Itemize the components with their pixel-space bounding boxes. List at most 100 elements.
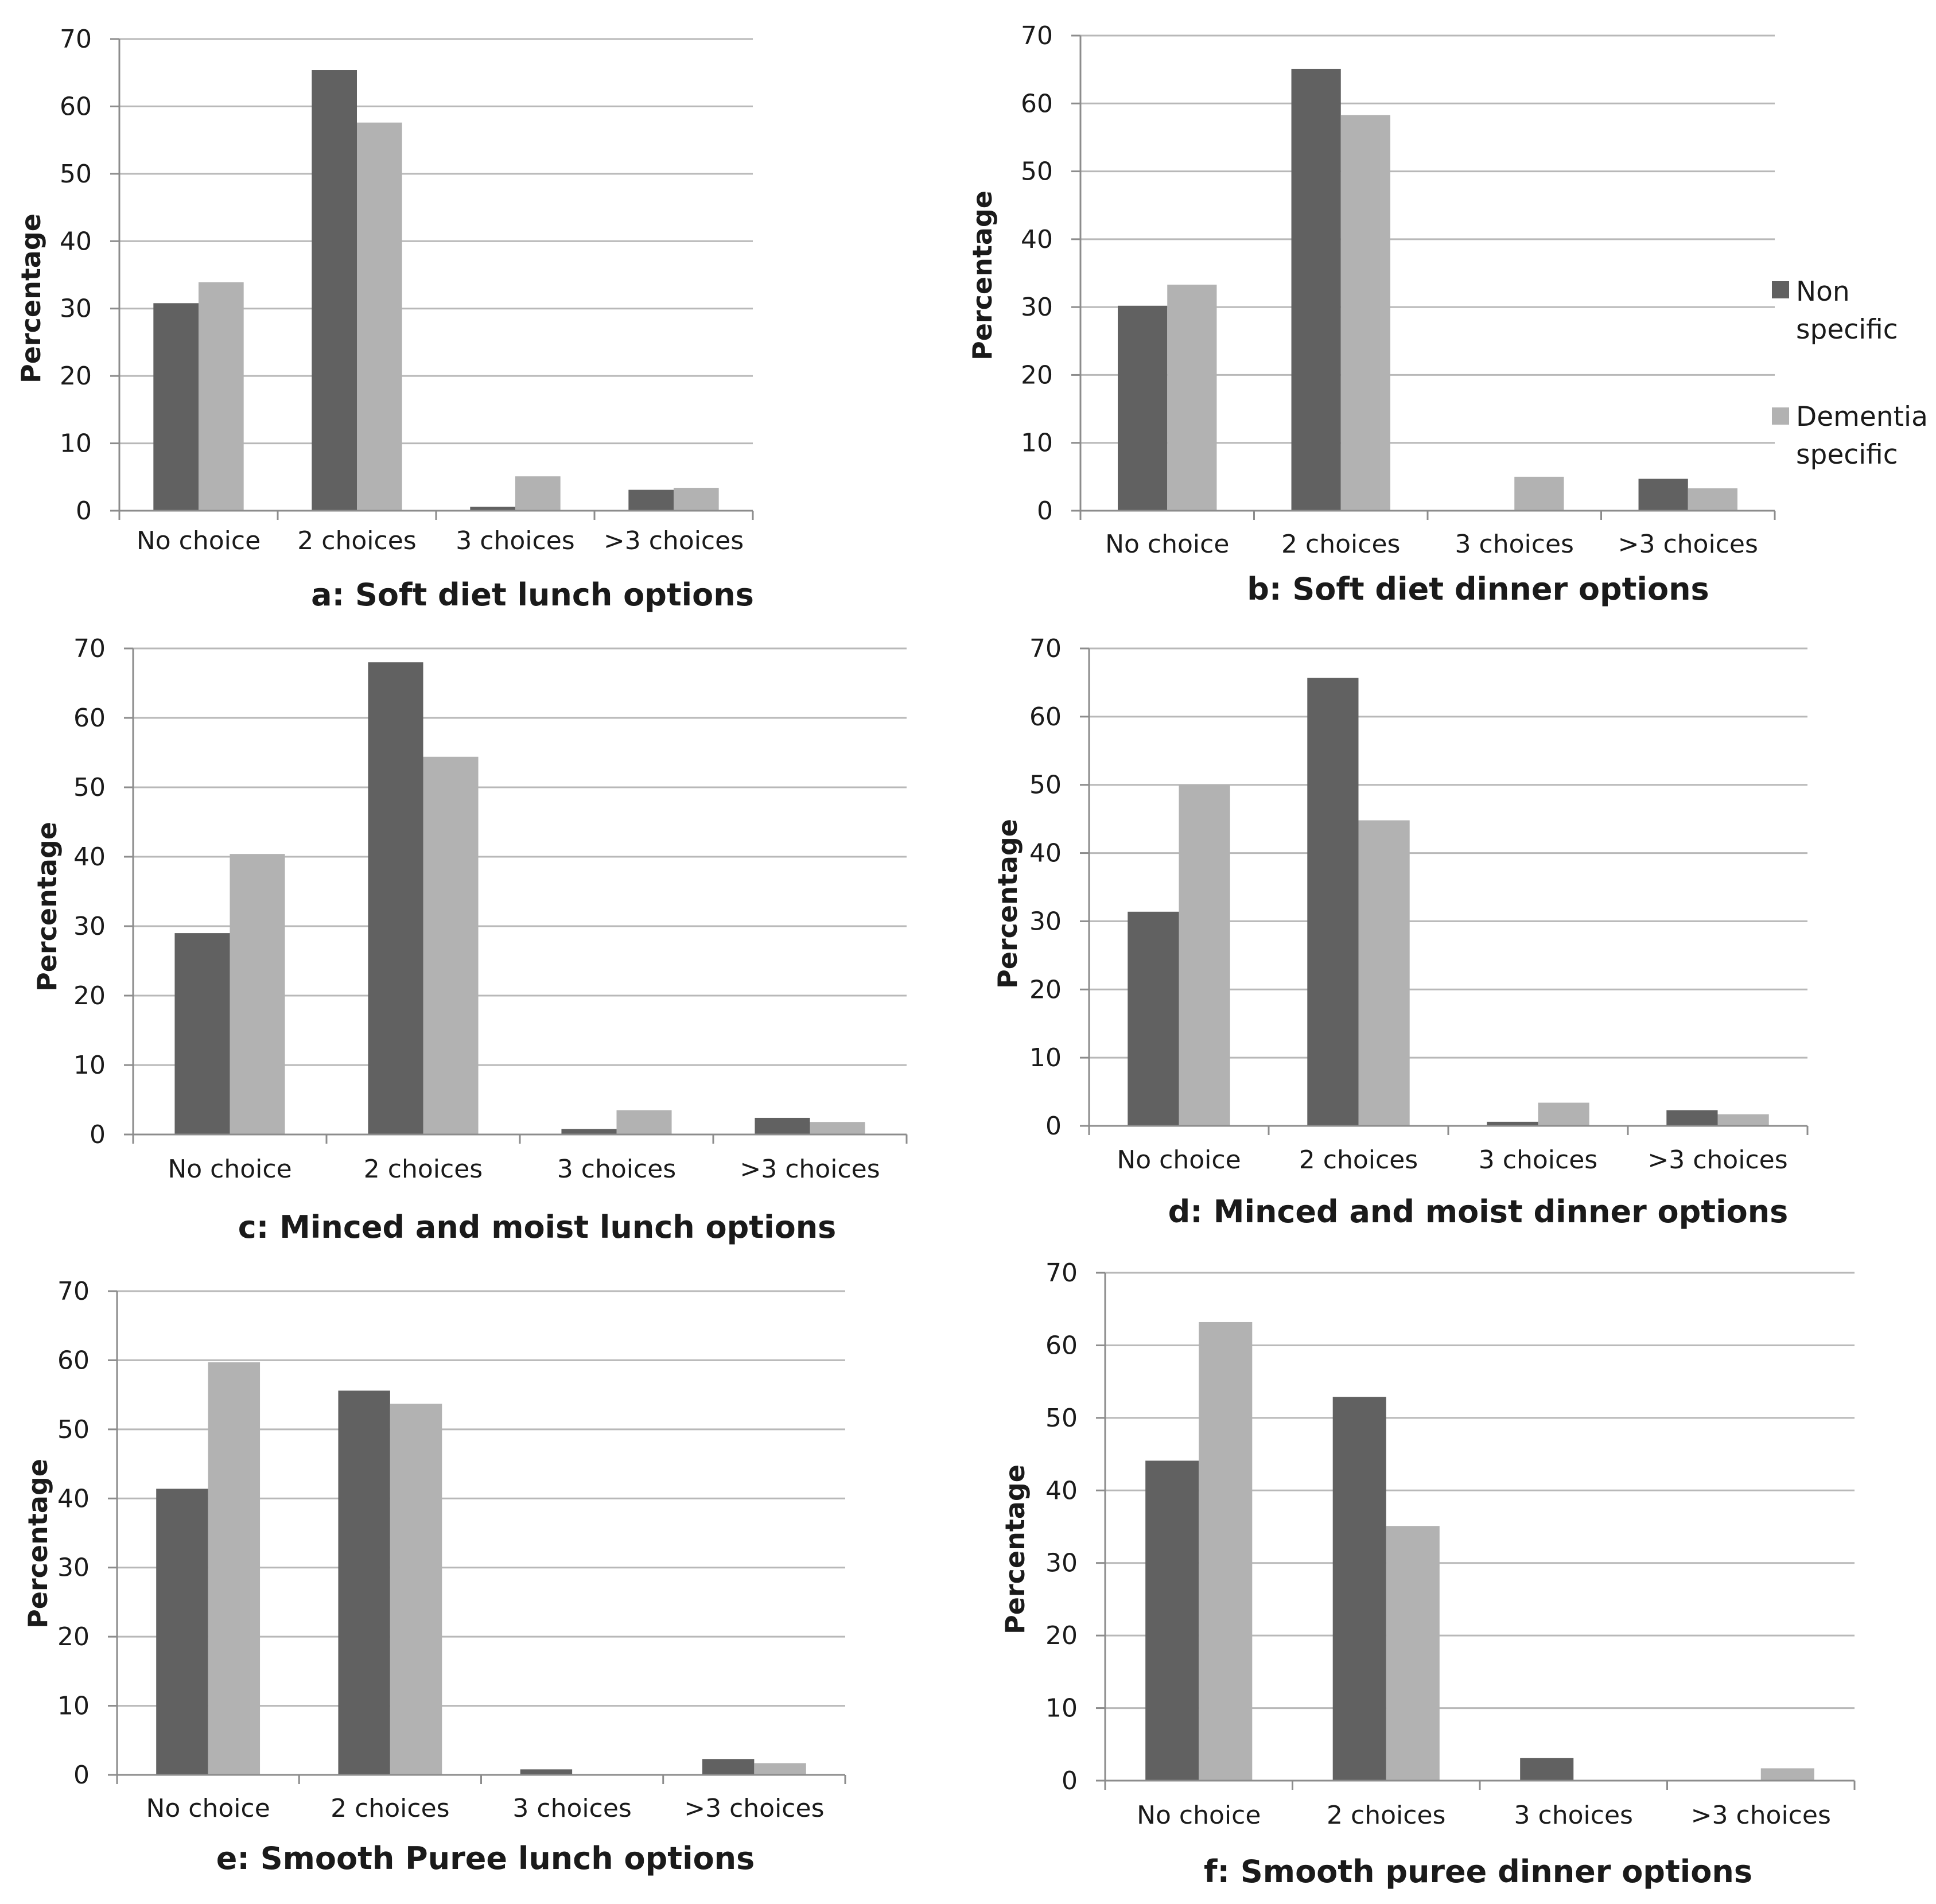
y-tick-label: 50 bbox=[1045, 1404, 1078, 1433]
bar-non-specific bbox=[338, 1390, 390, 1775]
legend-swatch-non-specific bbox=[1772, 281, 1789, 298]
bar-non-specific bbox=[1118, 305, 1168, 511]
bars bbox=[1118, 68, 1737, 511]
y-tick-label: 40 bbox=[1021, 225, 1053, 254]
x-tick-label: >3 choices bbox=[740, 1155, 880, 1184]
x-tick-label: 3 choices bbox=[557, 1155, 676, 1184]
x-tick-label: No choice bbox=[168, 1155, 291, 1184]
bar-dementia-specific bbox=[1386, 1526, 1440, 1781]
y-tick-labels: 0 10 20 30 40 50 60 70 bbox=[1029, 634, 1062, 1141]
legend-label-non-specific-line2: specific bbox=[1796, 314, 1898, 345]
bar-dementia-specific bbox=[810, 1122, 865, 1134]
bar-dementia-specific bbox=[1717, 1114, 1769, 1126]
panel-e: 0 10 20 30 40 50 60 70 No choice 2 choices 3 choi… bbox=[22, 1277, 846, 1876]
bar-dementia-specific bbox=[423, 756, 479, 1134]
y-tick-label: 60 bbox=[73, 704, 106, 733]
bar-non-specific bbox=[1487, 1121, 1538, 1126]
bar-dementia-specific bbox=[1179, 784, 1230, 1126]
y-tick-label: 60 bbox=[1045, 1331, 1078, 1360]
x-tick-label: No choice bbox=[137, 526, 261, 555]
axes bbox=[1080, 647, 1809, 1135]
y-tick-label: 0 bbox=[76, 496, 92, 526]
x-tick-labels: No choice 2 choices 3 choices >3 choices bbox=[1105, 530, 1758, 559]
bar-non-specific bbox=[702, 1759, 755, 1775]
bar-non-specific bbox=[1638, 479, 1688, 511]
bar-non-specific bbox=[312, 70, 357, 511]
legend: Non specific Dementia specific bbox=[1772, 276, 1928, 471]
y-tick-labels: 0 10 20 30 40 50 60 70 bbox=[60, 25, 92, 526]
y-tick-label: 40 bbox=[73, 842, 106, 872]
y-tick-label: 10 bbox=[60, 429, 92, 458]
x-tick-label: 3 choices bbox=[1455, 530, 1574, 559]
bars bbox=[153, 70, 719, 511]
x-tick-label: >3 choices bbox=[1647, 1145, 1787, 1175]
y-tick-labels: 0 10 20 30 40 50 60 70 bbox=[1021, 21, 1053, 526]
y-tick-labels: 0 10 20 30 40 50 60 70 bbox=[1045, 1258, 1078, 1796]
bar-dementia-specific bbox=[208, 1362, 261, 1775]
x-tick-label: 3 choices bbox=[456, 526, 574, 555]
panel-b: 0 10 20 30 40 50 60 70 No choice 2 choices 3 choi… bbox=[967, 21, 1776, 607]
y-tick-label: 30 bbox=[57, 1553, 90, 1583]
bar-non-specific bbox=[1291, 68, 1341, 511]
panel-title: b: Soft diet dinner options bbox=[1247, 571, 1709, 607]
y-tick-label: 50 bbox=[73, 773, 106, 802]
axes bbox=[108, 1290, 846, 1784]
bar-dementia-specific bbox=[1167, 285, 1217, 511]
y-tick-label: 20 bbox=[73, 981, 106, 1011]
y-tick-label: 50 bbox=[1021, 157, 1053, 186]
legend-label-dementia-specific-line2: specific bbox=[1796, 439, 1898, 471]
y-tick-label: 70 bbox=[1045, 1258, 1078, 1288]
bars bbox=[1128, 678, 1769, 1126]
bars bbox=[1145, 1322, 1814, 1781]
axes bbox=[1071, 34, 1776, 520]
axes bbox=[124, 647, 908, 1144]
panel-c: 0 10 20 30 40 50 60 70 No choice 2 choices 3 choi… bbox=[32, 634, 908, 1245]
y-tick-label: 60 bbox=[1021, 89, 1053, 118]
bar-non-specific bbox=[156, 1489, 208, 1775]
bar-dementia-specific bbox=[515, 476, 561, 511]
bar-non-specific bbox=[1520, 1758, 1574, 1781]
y-tick-label: 40 bbox=[1029, 839, 1062, 868]
bar-non-specific bbox=[1332, 1397, 1386, 1781]
y-axis-label: Percentage bbox=[15, 213, 46, 383]
x-tick-label: 3 choices bbox=[512, 1794, 631, 1823]
bar-non-specific bbox=[1145, 1460, 1199, 1781]
y-tick-label: 30 bbox=[1045, 1549, 1078, 1578]
axes bbox=[110, 38, 754, 520]
y-tick-label: 70 bbox=[57, 1277, 90, 1306]
bars bbox=[156, 1362, 806, 1775]
y-tick-label: 50 bbox=[60, 160, 92, 189]
panel-title: f: Smooth puree dinner options bbox=[1204, 1854, 1752, 1890]
bar-dementia-specific bbox=[357, 122, 402, 511]
bar-non-specific bbox=[1307, 678, 1359, 1126]
y-tick-label: 10 bbox=[57, 1692, 90, 1721]
y-tick-label: 20 bbox=[1021, 360, 1053, 390]
x-tick-label: 3 choices bbox=[1479, 1145, 1597, 1175]
panel-f: 0 10 20 30 40 50 60 70 No choice 2 choices 3 choi… bbox=[1000, 1258, 1856, 1890]
y-axis-label: Percentage bbox=[1000, 1464, 1031, 1634]
bar-dementia-specific bbox=[1688, 488, 1737, 511]
x-tick-label: >3 choices bbox=[1618, 530, 1758, 559]
bar-dementia-specific bbox=[1199, 1322, 1253, 1781]
y-tick-label: 40 bbox=[57, 1484, 90, 1513]
bar-non-specific bbox=[368, 662, 423, 1134]
x-tick-labels: No choice 2 choices 3 choices >3 choices bbox=[137, 526, 744, 555]
x-tick-labels: No choice 2 choices 3 choices >3 choices bbox=[1137, 1801, 1831, 1830]
y-tick-label: 20 bbox=[57, 1622, 90, 1652]
panel-title: c: Minced and moist lunch options bbox=[238, 1209, 837, 1245]
x-tick-label: >3 choices bbox=[604, 526, 744, 555]
panel-title: e: Smooth Puree lunch options bbox=[216, 1840, 755, 1876]
x-tick-label: No choice bbox=[146, 1794, 270, 1823]
y-tick-label: 40 bbox=[60, 227, 92, 256]
bars bbox=[174, 662, 865, 1134]
x-tick-label: 2 choices bbox=[1299, 1145, 1418, 1175]
y-tick-label: 60 bbox=[1029, 702, 1062, 732]
bar-non-specific bbox=[470, 506, 515, 511]
y-tick-label: 30 bbox=[1021, 293, 1053, 322]
legend-swatch-dementia-specific bbox=[1772, 407, 1789, 425]
bar-non-specific bbox=[628, 489, 674, 511]
y-tick-label: 20 bbox=[1029, 975, 1062, 1004]
legend-label-non-specific: Non bbox=[1796, 276, 1850, 308]
x-tick-labels: No choice 2 choices 3 choices >3 choices bbox=[1117, 1145, 1787, 1175]
